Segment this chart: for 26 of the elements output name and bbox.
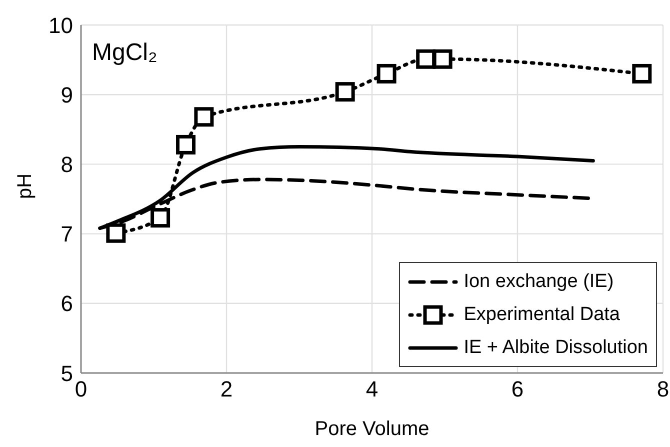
legend-label: Experimental Data: [464, 304, 620, 325]
point: [176, 134, 196, 154]
y-tick-label: 6: [60, 291, 73, 316]
y-tick-label: 8: [60, 152, 73, 178]
annotation: MgCl₂: [92, 39, 158, 66]
point: [106, 223, 126, 243]
point: [376, 64, 396, 84]
point: [432, 49, 452, 69]
y-tick-label: 5: [60, 360, 73, 386]
y-tick-label: 9: [60, 82, 73, 108]
legend-label: Ion exchange (IE): [464, 271, 614, 292]
y-tick-label: 10: [48, 12, 73, 38]
legend-label: IE + Albite Dissolution: [464, 337, 648, 358]
x-axis-title: Pore Volume: [314, 418, 430, 440]
point: [150, 208, 170, 228]
y-tick-label: 7: [60, 222, 73, 247]
x-tick-label: 0: [74, 376, 88, 402]
point: [416, 49, 436, 69]
x-tick-label: 8: [656, 376, 670, 402]
x-tick-label: 6: [511, 376, 524, 402]
point: [194, 107, 214, 127]
x-tick-label: 2: [220, 376, 233, 402]
y-axis-title: pH: [14, 173, 36, 199]
point: [335, 82, 355, 102]
x-tick-label: 4: [366, 376, 378, 402]
point: [632, 64, 652, 84]
